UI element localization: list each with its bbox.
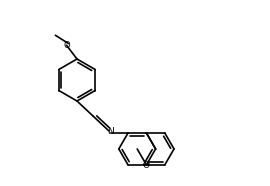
Text: N: N	[107, 127, 113, 137]
Text: O: O	[63, 41, 70, 50]
Text: O: O	[143, 161, 150, 170]
